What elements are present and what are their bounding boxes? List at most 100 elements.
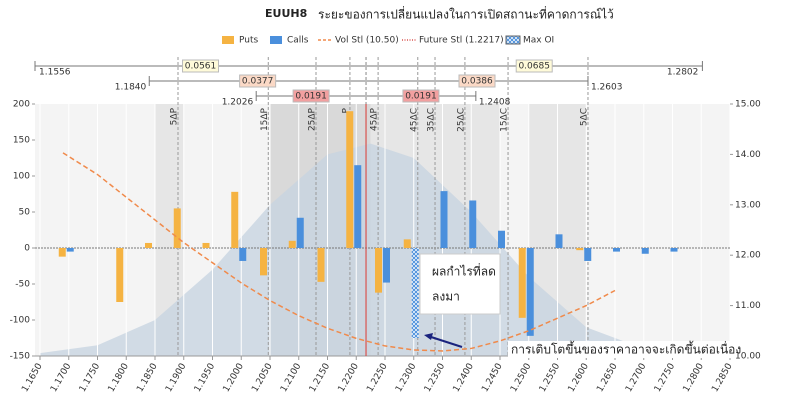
y2-tick-label: 13.00 [735,200,761,210]
bar [66,248,74,252]
delta-marker-label: 15ΔP [260,107,270,131]
bar [641,248,649,254]
range-width-label: 0.0561 [185,62,217,72]
range-high-label: 1.2603 [591,83,623,93]
bar [202,242,210,248]
range-width-label: 0.0377 [242,77,274,87]
x-tick-label: 1.2250 [365,362,390,395]
x-tick-label: 1.1750 [78,362,103,395]
delta-marker-label: 35ΔC [427,108,437,132]
x-tick-label: 1.2200 [337,362,362,395]
delta-marker-label: P [341,107,351,113]
x-tick-label: 1.2550 [538,362,563,395]
bar [576,248,584,251]
y-tick-label: 0 [24,244,30,254]
x-tick-label: 1.2750 [653,362,678,395]
x-tick-label: 1.1850 [135,362,160,395]
delta-marker-label: 5ΔC [579,108,589,126]
bar [288,240,296,248]
bar [231,191,239,248]
delta-marker-label: 45ΔP [370,107,380,131]
y2-tick-label: 12.00 [735,251,761,261]
delta-marker-label: 5ΔP [170,107,180,125]
delta-marker-label: 25ΔC [456,108,466,132]
y-tick-label: -150 [10,352,31,362]
bar [173,208,181,248]
range-box [239,74,277,88]
range-low-label: 1.1556 [39,68,71,78]
bar [403,239,411,248]
bar [296,217,304,248]
x-tick-label: 1.1650 [20,362,45,395]
bar [383,248,390,283]
legend-label: Vol Stl (10.50) [335,36,399,46]
range-low-label: 1.2026 [222,98,254,108]
range-width-label: 0.0191 [405,92,437,102]
bar [346,111,354,248]
legend-label: Future Stl (1.2217) [419,36,504,46]
x-tick-label: 1.2600 [567,362,592,395]
chart-title: EUUH8 [265,7,307,20]
annotation-bg [508,341,736,358]
y-tick-label: 50 [19,208,31,218]
y-tick-label: 150 [13,136,30,146]
range-width-label: 0.0191 [295,92,327,102]
annotation-arrowhead [424,333,433,340]
y2-tick-label: 15.00 [735,100,761,110]
x-tick-label: 1.2850 [710,362,735,395]
range-low-label: 1.1840 [115,83,147,93]
x-tick-label: 1.2500 [509,362,534,395]
range-high-label: 1.2408 [479,98,511,108]
delta-marker-label: 25ΔP [308,107,318,131]
x-tick-label: 1.1950 [193,362,218,395]
range-box [402,89,440,103]
x-tick-label: 1.1900 [164,362,189,395]
bar [670,248,678,252]
delta-marker-label: 45ΔC [409,108,419,132]
legend-swatch [505,35,521,45]
bar [555,234,563,248]
bar [116,248,124,302]
x-tick-label: 1.1700 [49,362,74,395]
bar [469,200,477,248]
annotation-arrow [427,335,463,348]
x-tick-label: 1.2450 [480,362,505,395]
legend-swatch [270,36,282,44]
x-tick-label: 1.2300 [394,362,419,395]
x-tick-label: 1.2650 [595,362,620,395]
y2-tick-label: 10.00 [735,352,761,362]
bar [58,248,66,257]
bar [440,191,448,248]
y-tick-label: -100 [10,316,31,326]
bar [260,248,267,276]
range-width-label: 0.0685 [518,62,550,72]
range-box [182,59,220,73]
bar [518,248,526,318]
x-tick-label: 1.2700 [624,362,649,395]
x-tick-label: 1.2000 [222,362,247,395]
bar [354,165,362,248]
x-tick-label: 1.1800 [107,362,132,395]
bar [498,230,505,248]
y-tick-label: 100 [13,172,30,182]
bar [145,242,152,248]
delta-marker-label: 15ΔC [500,108,510,132]
range-box [458,74,496,88]
x-tick-label: 1.2050 [250,362,275,395]
vol-line [62,152,616,352]
bar [584,248,592,261]
annotation-box [419,253,501,315]
legend-label: Calls [287,36,309,46]
y2-tick-label: 11.00 [735,301,761,311]
annotation-text: ผลกำไรที่ลด [432,263,496,279]
x-tick-label: 1.2150 [308,362,333,395]
bar [526,248,534,336]
x-tick-label: 1.2100 [279,362,304,395]
bar [317,248,325,282]
range-box [515,59,553,73]
range-width-label: 0.0386 [461,77,493,87]
max-oi-bar [411,248,419,338]
bar [239,248,247,261]
range-box [292,89,330,103]
